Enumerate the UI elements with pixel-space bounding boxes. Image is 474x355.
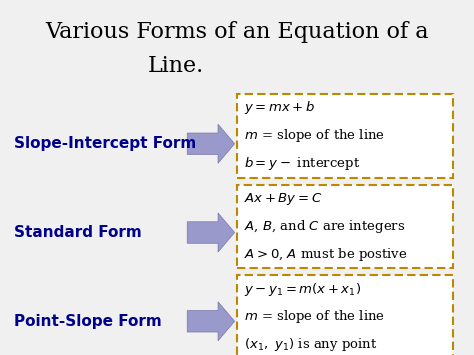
Text: $m$ = slope of the line: $m$ = slope of the line [244,308,385,325]
Text: Standard Form: Standard Form [14,225,142,240]
Text: $Ax + By = C$: $Ax + By = C$ [244,191,322,207]
Bar [237,275,453,355]
Bar [237,94,453,178]
Bar [237,185,453,268]
Polygon shape [187,302,235,341]
Text: $m$ = slope of the line: $m$ = slope of the line [244,127,385,144]
Text: $y - y_1 = m(x + x_1)$: $y - y_1 = m(x + x_1)$ [244,280,361,297]
Text: Various Forms of an Equation of a: Various Forms of an Equation of a [45,21,429,43]
Polygon shape [187,213,235,252]
Polygon shape [187,124,235,163]
Text: Line.: Line. [147,55,203,77]
Text: $A > 0$, $A$ must be postive: $A > 0$, $A$ must be postive [244,246,408,263]
Text: Point-Slope Form: Point-Slope Form [14,314,162,329]
Text: $y = mx + b$: $y = mx + b$ [244,99,315,116]
Text: Slope-Intercept Form: Slope-Intercept Form [14,136,196,151]
Text: $A$, $B$, and $C$ are integers: $A$, $B$, and $C$ are integers [244,218,405,235]
Text: $b = y -$ intercept: $b = y -$ intercept [244,155,360,172]
Text: $(x_1,\ y_1)$ is any point: $(x_1,\ y_1)$ is any point [244,336,378,353]
